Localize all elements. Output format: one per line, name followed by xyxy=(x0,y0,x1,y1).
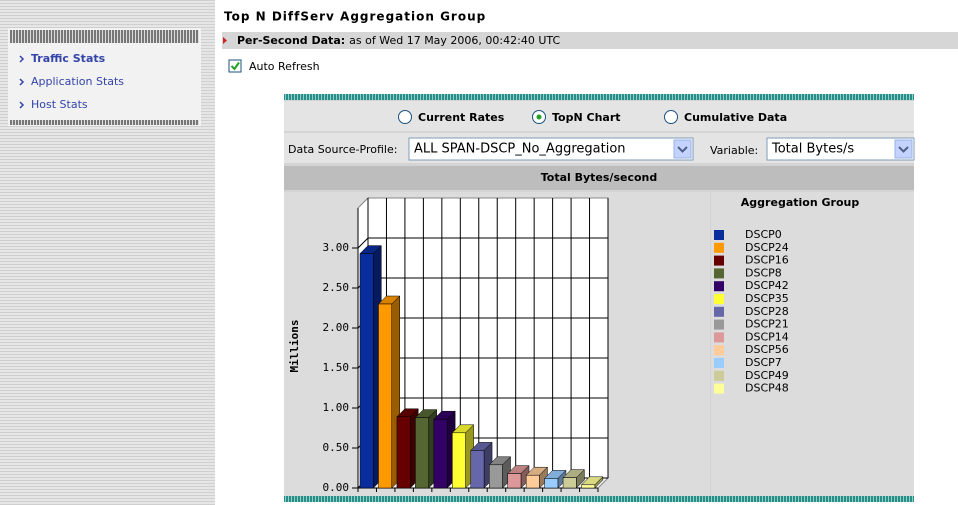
variable-label: Variable: xyxy=(710,144,758,157)
nav-bullet xyxy=(19,101,25,109)
radio-label: Current Rates xyxy=(418,111,505,124)
legend-swatch xyxy=(714,255,724,266)
nav-item[interactable]: Traffic Stats xyxy=(31,52,106,65)
y-tick-label: 2.50 xyxy=(323,281,350,294)
legend-label: DSCP35 xyxy=(745,292,789,305)
y-tick-label: 3.00 xyxy=(323,241,350,254)
bar xyxy=(470,450,485,489)
bar xyxy=(544,478,559,489)
bar xyxy=(562,477,577,489)
legend-swatch xyxy=(714,230,724,240)
bar xyxy=(433,418,448,489)
bar xyxy=(378,303,393,489)
status-bar xyxy=(222,32,958,49)
view-options: Current Rates TopN Chart Cumulative Data xyxy=(398,110,787,124)
panel-top xyxy=(284,94,914,100)
y-axis-label: Millions xyxy=(288,320,301,373)
bar xyxy=(452,432,466,489)
status-icon xyxy=(223,37,227,44)
variable-value: Total Bytes/s xyxy=(771,142,854,157)
bar xyxy=(359,253,374,489)
status-text: as of Wed 17 May 2006, 00:42:40 UTC xyxy=(349,34,560,47)
legend-swatch xyxy=(714,370,724,381)
grid-line xyxy=(357,237,369,249)
arrow xyxy=(677,146,688,153)
checkbox-label: Auto Refresh xyxy=(249,60,320,73)
bar xyxy=(525,474,540,489)
source-select[interactable] xyxy=(408,137,694,161)
nav-box xyxy=(8,28,201,126)
nav: Traffic Stats Application Stats Host Stats xyxy=(19,52,124,111)
legend-swatch xyxy=(714,345,724,356)
legend-swatch xyxy=(714,383,724,394)
radio-label: Cumulative Data xyxy=(684,111,787,124)
radio[interactable] xyxy=(398,110,412,124)
legend-swatch xyxy=(714,242,724,253)
legend-title: Aggregation Group xyxy=(741,196,860,209)
page-title: Top N DiffServ Aggregation Group xyxy=(224,10,486,24)
legend-label: DSCP24 xyxy=(745,241,789,254)
nav-top xyxy=(10,30,199,43)
y-tick-label: 1.00 xyxy=(323,401,350,414)
legend-label: DSCP21 xyxy=(745,318,789,331)
legend-label: DSCP28 xyxy=(745,305,789,318)
legend-label: DSCP42 xyxy=(745,279,789,292)
nav-bullet xyxy=(19,55,25,63)
source-label: Data Source-Profile: xyxy=(288,143,397,156)
legend-label: DSCP49 xyxy=(745,369,789,382)
chart-header xyxy=(284,166,914,190)
radio[interactable] xyxy=(664,110,678,124)
radio-dot xyxy=(536,114,542,120)
bar xyxy=(507,473,522,489)
chart-title: Total Bytes/second xyxy=(541,171,658,184)
arrow xyxy=(898,146,909,153)
legend-label: DSCP8 xyxy=(745,266,782,279)
legend-swatch xyxy=(714,319,724,330)
status-label: Per-Second Data: xyxy=(237,34,345,47)
legend-label: DSCP7 xyxy=(745,356,782,369)
legend-label: DSCP0 xyxy=(745,228,782,241)
source-value: ALL SPAN-DSCP_No_Aggregation xyxy=(414,142,626,157)
bar xyxy=(581,484,596,489)
nav-item[interactable]: Host Stats xyxy=(31,98,88,111)
legend-swatch xyxy=(714,332,724,343)
select-arrow xyxy=(894,139,913,159)
bar xyxy=(488,464,503,489)
legend-swatch xyxy=(714,306,724,317)
legend-swatch xyxy=(714,268,724,279)
nav-item[interactable]: Application Stats xyxy=(31,75,124,88)
y-tick-label: 2.00 xyxy=(323,321,350,334)
checkmark xyxy=(230,61,240,71)
nav-bottom xyxy=(10,120,199,125)
y-tick-label: 0.50 xyxy=(323,441,350,454)
panel-bottom xyxy=(284,496,914,502)
radio-label: TopN Chart xyxy=(552,111,621,124)
nav-bullet xyxy=(19,78,25,86)
legend-label: DSCP14 xyxy=(745,330,789,343)
variable-select[interactable] xyxy=(766,137,915,161)
legend-label: DSCP16 xyxy=(745,254,789,267)
legend-label: DSCP48 xyxy=(745,382,789,395)
legend-swatch xyxy=(714,281,724,292)
legend-swatch xyxy=(714,294,724,304)
legend-swatch xyxy=(714,358,724,368)
y-tick-label: 1.50 xyxy=(323,361,350,374)
bar xyxy=(396,416,411,489)
select-arrow xyxy=(673,139,692,159)
view-row xyxy=(284,101,914,131)
bar xyxy=(415,417,429,489)
legend-panel xyxy=(711,192,914,496)
legend-label: DSCP56 xyxy=(745,343,789,356)
y-tick-label: 0.00 xyxy=(323,481,350,494)
checkbox[interactable] xyxy=(228,59,242,73)
